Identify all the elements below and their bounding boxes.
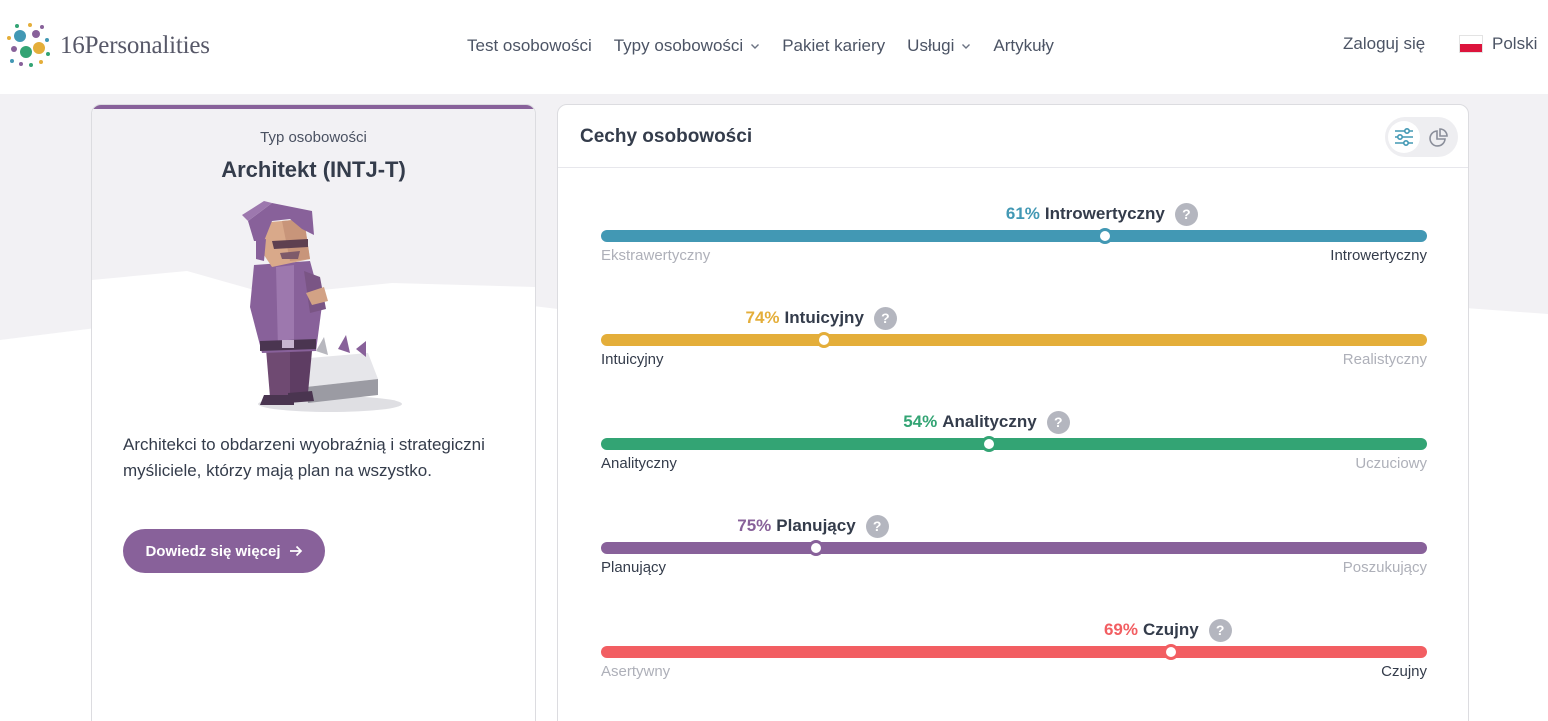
chevron-down-icon (751, 44, 760, 49)
brand-logo[interactable]: 16Personalities (6, 22, 236, 70)
trait-row: 61% Introwertyczny? Ekstrawertyczny Introwe… (601, 201, 1427, 281)
chart-view-button[interactable] (1422, 121, 1454, 153)
hero-background (92, 105, 535, 295)
trait-slider-knob[interactable] (807, 540, 824, 556)
type-kicker: Typ osobowości (260, 129, 367, 146)
traits-title: Cechy osobowości (580, 126, 753, 147)
trait-name: Introwertyczny (1044, 204, 1165, 223)
trait-slider-knob[interactable] (981, 436, 998, 452)
trait-heading: 61% Introwertyczny? (1006, 201, 1198, 227)
trait-heading: 74% Intuicyjny? (746, 305, 897, 331)
trait-left-pole: Analityczny (601, 455, 677, 472)
trait-percent: 54% (903, 412, 938, 431)
trait-bar (601, 230, 1427, 242)
traits-header: Cechy osobowości (558, 105, 1468, 168)
type-description: Architekci to obdarzeni wyobraźnią i str… (123, 435, 485, 480)
language-label: Polski (1492, 34, 1538, 53)
nav-item-label: Artykuły (993, 36, 1054, 55)
trait-left-pole: Asertywny (601, 663, 671, 680)
nav-item-label: Pakiet kariery (782, 36, 886, 55)
trait-bar (601, 542, 1427, 554)
arrow-right-icon (289, 545, 302, 557)
trait-name: Intuicyjny (784, 308, 864, 327)
trait-bar (601, 334, 1427, 346)
pie-chart-icon (1428, 127, 1448, 147)
learn-more-button[interactable]: Dowiedz się więcej (123, 529, 325, 573)
slider-view-button[interactable] (1388, 121, 1420, 153)
brand-name: 16Personalities (60, 32, 210, 59)
nav-item-test[interactable]: Test osobowości (467, 36, 592, 56)
nav-item-career[interactable]: Pakiet kariery (782, 36, 885, 56)
card-accent-line (92, 105, 535, 109)
main-nav: Test osobowości Typy osobowości Pakiet k… (467, 34, 1076, 58)
trait-right-pole: Realistyczny (1342, 351, 1427, 368)
trait-right-pole: Poszukujący (1342, 559, 1427, 576)
trait-slider-knob[interactable] (816, 332, 833, 348)
trait-percent: 75% (737, 516, 772, 535)
nav-item-types[interactable]: Typy osobowości (614, 36, 760, 56)
help-icon[interactable]: ? (1046, 410, 1070, 434)
trait-right-pole: Uczuciowy (1355, 455, 1427, 472)
learn-more-label: Dowiedz się więcej (145, 542, 281, 560)
trait-left-pole: Planujący (601, 559, 667, 576)
trait-row: 69% Czujny? Asertywny Czujny (601, 617, 1427, 697)
trait-bar (601, 646, 1427, 658)
trait-percent: 61% (1005, 204, 1040, 223)
trait-slider-knob[interactable] (1162, 644, 1179, 660)
trait-row: 74% Intuicyjny? Intuicyjny Realistyczny (601, 305, 1427, 385)
personality-type-card: Typ osobowości Architekt (INTJ-T) Archit… (91, 104, 536, 721)
login-link[interactable]: Zaloguj się (1343, 34, 1426, 53)
trait-right-pole: Czujny (1381, 663, 1427, 680)
nav-item-label: Usługi (907, 36, 955, 55)
site-header: 16Personalities Test osobowości Typy oso… (0, 0, 1548, 94)
trait-heading: 54% Analityczny? (903, 409, 1070, 435)
trait-row: 54% Analityczny? Analityczny Uczuciowy (601, 409, 1427, 489)
help-icon[interactable]: ? (865, 514, 889, 538)
help-icon[interactable]: ? (873, 306, 897, 330)
language-selector[interactable]: Polski (1459, 34, 1537, 54)
sliders-icon (1395, 128, 1413, 146)
help-icon[interactable]: ? (1174, 202, 1198, 226)
trait-left-pole: Intuicyjny (601, 351, 664, 368)
nav-item-services[interactable]: Usługi (907, 36, 971, 56)
trait-name: Planujący (776, 516, 856, 535)
type-title: Architekt (INTJ-T) (221, 157, 406, 182)
trait-heading: 75% Planujący? (737, 513, 889, 539)
logo-mark-icon (7, 23, 50, 67)
poland-flag-icon (1459, 35, 1483, 53)
nav-item-label: Test osobowości (467, 36, 592, 55)
trait-percent: 74% (745, 308, 780, 327)
nav-item-articles[interactable]: Artykuły (993, 36, 1053, 56)
view-toggle (1385, 117, 1458, 157)
trait-heading: 69% Czujny? (1104, 617, 1232, 643)
trait-right-pole: Introwertyczny (1330, 247, 1427, 264)
personality-traits-card: Cechy osobowości 61% Intr (557, 104, 1469, 721)
architect-illustration (242, 201, 402, 412)
help-icon[interactable]: ? (1208, 618, 1232, 642)
trait-name: Analityczny (942, 412, 1037, 431)
trait-slider-knob[interactable] (1096, 228, 1113, 244)
trait-percent: 69% (1103, 620, 1138, 639)
trait-name: Czujny (1142, 620, 1199, 639)
chevron-down-icon (962, 44, 971, 49)
nav-item-label: Typy osobowości (613, 36, 744, 55)
trait-row: 75% Planujący? Planujący Poszukujący (601, 513, 1427, 593)
trait-bar (601, 438, 1427, 450)
trait-left-pole: Ekstrawertyczny (601, 247, 711, 264)
